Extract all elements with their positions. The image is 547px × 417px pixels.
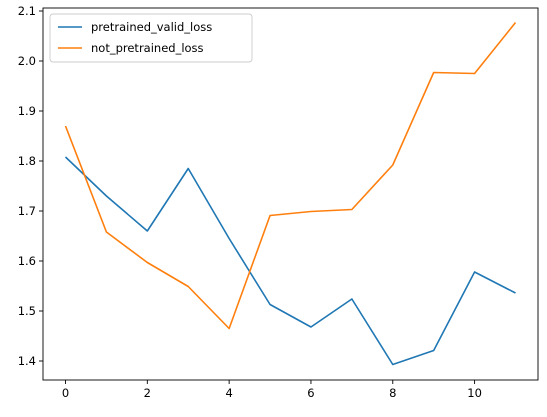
ticks-layer: 0 2 4 6 8 10 1.4 1.5 1.6 1.7 1.8 1.9 2.0 2.1 xyxy=(18,4,482,400)
legend-label-pretrained_valid_loss: pretrained_valid_loss xyxy=(91,20,212,34)
y-tick-label: 1.5 xyxy=(18,304,36,318)
x-tick-label: 2 xyxy=(144,386,151,400)
x-tick-label: 0 xyxy=(62,386,69,400)
y-tick-label: 2.1 xyxy=(18,4,36,18)
y-tick-label: 2.0 xyxy=(18,54,36,68)
legend: pretrained_valid_loss not_pretrained_loss xyxy=(49,13,253,63)
y-tick-label: 1.4 xyxy=(18,354,36,368)
x-tick-label: 8 xyxy=(389,386,396,400)
series-layer xyxy=(64,21,517,366)
x-tick-label: 4 xyxy=(225,386,232,400)
legend-label-not_pretrained_loss: not_pretrained_loss xyxy=(91,41,204,55)
y-tick-label: 1.8 xyxy=(18,154,36,168)
series-line-not_pretrained_loss xyxy=(64,21,517,330)
x-tick-label: 10 xyxy=(467,386,482,400)
axes-frame xyxy=(42,7,539,381)
legend-box xyxy=(49,13,253,63)
x-tick-label: 6 xyxy=(307,386,314,400)
y-tick-label: 1.6 xyxy=(18,254,36,268)
y-tick-label: 1.9 xyxy=(18,104,36,118)
series-line-pretrained_valid_loss xyxy=(64,156,516,366)
y-tick-label: 1.7 xyxy=(18,204,36,218)
